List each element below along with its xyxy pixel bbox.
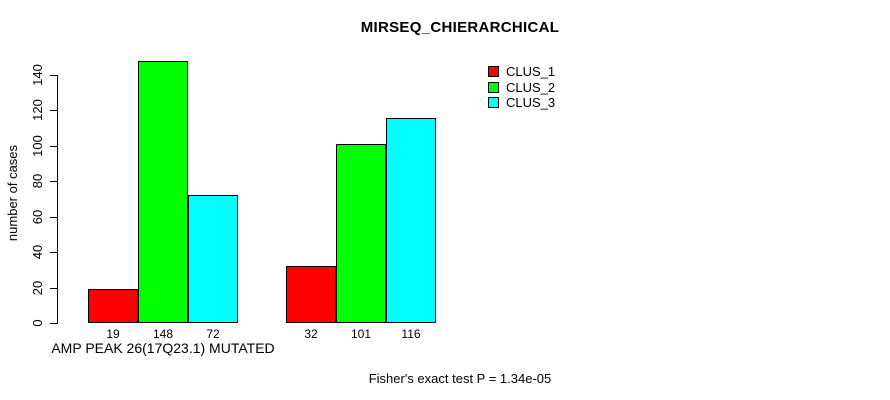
bar-clus_2-group1 (138, 61, 188, 323)
bar-clus_3-group1 (188, 195, 238, 323)
y-tick (50, 75, 57, 76)
y-axis-label: number of cases (5, 144, 20, 242)
y-tick (50, 288, 57, 289)
legend-row-clus_2: CLUS_2 (488, 80, 555, 96)
y-tick-label: 20 (30, 280, 45, 296)
y-tick (50, 110, 57, 111)
bar-clus_1-group1 (88, 289, 138, 323)
chart-title: MIRSEQ_CHIERARCHICAL (360, 19, 560, 36)
annotation-text: Fisher's exact test P = 1.34e-05 (368, 371, 552, 386)
y-tick-label: 140 (30, 64, 45, 86)
y-tick (50, 181, 57, 182)
legend-swatch-icon (488, 81, 499, 93)
legend-row-clus_3: CLUS_3 (488, 95, 555, 111)
bar-value-label: 72 (206, 327, 220, 341)
y-tick (50, 146, 57, 147)
y-tick (50, 323, 57, 324)
y-tick (50, 217, 57, 218)
y-tick-label: 120 (30, 99, 45, 121)
legend-swatch-icon (488, 66, 499, 78)
y-tick-label: 80 (30, 173, 45, 189)
y-tick-label: 0 (30, 319, 45, 327)
bar-value-label: 148 (152, 327, 174, 341)
bar-value-label: 19 (106, 327, 120, 341)
bar-value-label: 101 (350, 327, 372, 341)
legend-row-clus_1: CLUS_1 (488, 64, 555, 80)
legend-label: CLUS_3 (506, 95, 556, 111)
y-tick-label: 40 (30, 244, 45, 260)
legend: CLUS_1 CLUS_2 CLUS_3 (488, 64, 555, 111)
y-axis-line (57, 75, 58, 324)
legend-label: CLUS_2 (506, 79, 556, 95)
bar-value-label: 116 (401, 327, 421, 341)
x-axis-label: AMP PEAK 26(17Q23.1) MUTATED (51, 340, 275, 356)
legend-label: CLUS_1 (506, 64, 556, 80)
y-tick-label: 100 (30, 135, 45, 157)
bar-clus_2-group2 (336, 144, 386, 323)
y-tick-label: 60 (30, 209, 45, 225)
bar-clus_3-group2 (386, 118, 436, 323)
bar-value-label: 32 (304, 327, 318, 341)
y-tick (50, 252, 57, 253)
legend-swatch-icon (488, 97, 499, 109)
bar-clus_1-group2 (286, 266, 336, 323)
